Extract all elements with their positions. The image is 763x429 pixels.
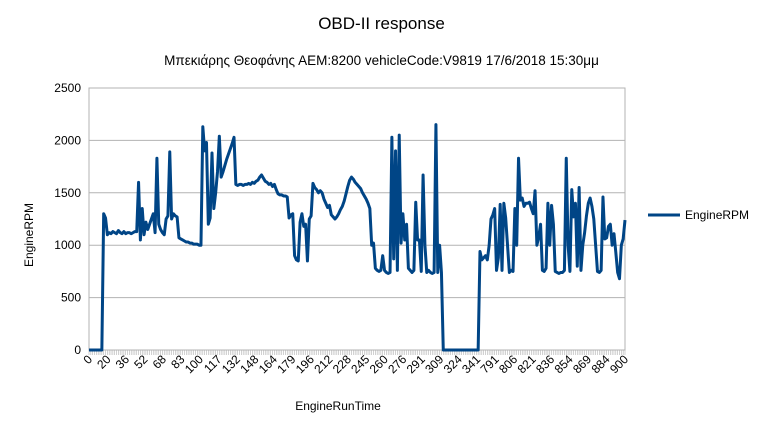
chart-subtitle: Μπεκιάρης Θεοφάνης ΑΕΜ:8200 vehicleCode:… — [164, 53, 599, 68]
chart-title: OBD-II response — [318, 14, 445, 33]
y-axis-label: EngineRPM — [22, 203, 36, 267]
series-line-enginerpm — [89, 123, 627, 352]
x-tick-label-29: 900 — [607, 352, 631, 376]
y-tick-label-3: 1500 — [54, 186, 81, 200]
grid-lines — [88, 87, 626, 355]
y-tick-label-4: 2000 — [54, 133, 81, 147]
y-tick-label-1: 500 — [61, 291, 81, 305]
y-tick-labels: 0 500 1000 1500 2000 2500 — [54, 81, 81, 357]
x-tick-labels: 0 20 36 52 68 8310011713214816417919621222824… — [80, 352, 631, 376]
x-axis-label: EngineRunTime — [295, 399, 381, 413]
y-tick-label-2: 1000 — [54, 238, 81, 252]
plot-area-border — [88, 87, 626, 351]
legend: EngineRPM — [648, 208, 749, 222]
y-tick-label-5: 2500 — [54, 81, 81, 95]
x-tick-label-0: 0 — [80, 352, 95, 367]
legend-label-enginerpm: EngineRPM — [685, 208, 749, 222]
y-tick-label-0: 0 — [74, 343, 81, 357]
